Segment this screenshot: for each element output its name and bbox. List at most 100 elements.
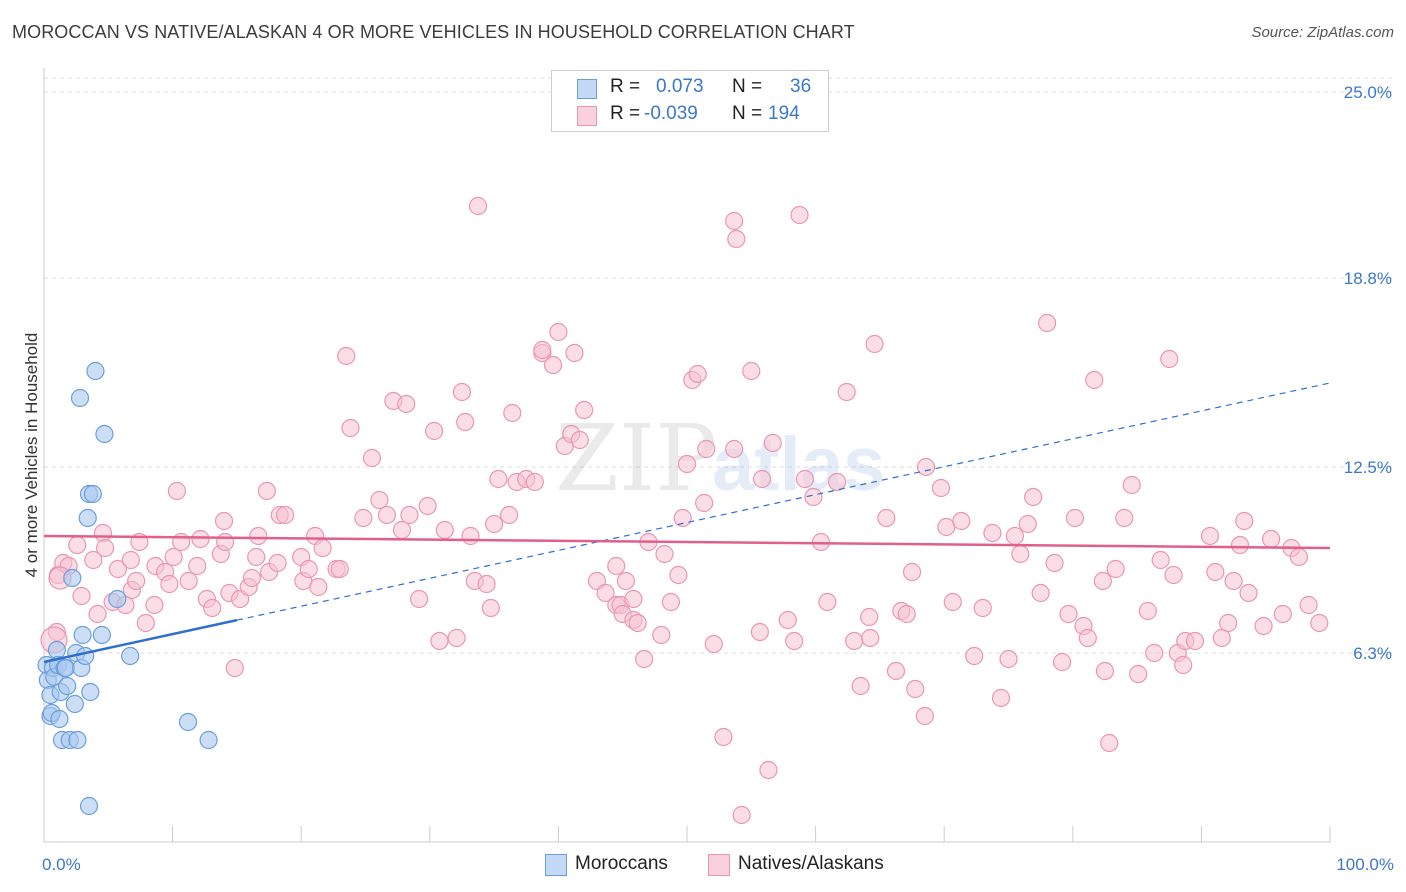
moroccans-point [50,709,69,729]
moroccans-point [73,625,92,645]
natives-point [435,520,454,540]
natives-point [397,394,416,414]
natives-point [377,505,397,525]
natives-point [1093,571,1112,591]
natives-point [1289,547,1309,567]
natives-point [732,805,751,825]
legend-r-label: R = [610,103,641,124]
y-tick-label: 6.3% [1353,644,1392,663]
natives-point [952,511,971,531]
natives-point [725,211,744,231]
moroccans-legend-swatch [545,854,567,876]
chart-title: MOROCCAN VS NATIVE/ALASKAN 4 OR MORE VEH… [12,22,855,42]
x-tick-labels: 0.0% 100.0% [42,855,1394,874]
natives-point [489,469,508,489]
natives-point [309,577,328,597]
natives-point [785,631,804,651]
natives-point [861,628,880,648]
natives-point [763,433,782,453]
natives-point [916,457,936,477]
moroccans-point [47,640,66,660]
legend-row-natives: R = -0.039 N = 194 [552,102,828,128]
natives-point [1129,664,1148,684]
natives-point [1115,508,1134,528]
natives-point [225,658,244,678]
watermark: ZIP atlas [555,405,885,512]
natives-point [1052,652,1072,672]
natives-point [1174,655,1193,675]
natives-point [1160,349,1179,369]
natives-point [1031,583,1050,603]
y-tick-labels: 6.3% 12.5% 18.8% 25.0% [1344,83,1392,663]
natives-point [1224,571,1243,591]
y-tick-label: 12.5% [1344,458,1392,477]
natives-point [906,679,925,699]
natives-point [533,340,552,360]
natives-point [902,562,922,582]
natives-point [84,550,103,570]
moroccans-point [78,508,97,528]
moroccans-point [81,682,100,702]
natives-point [430,631,449,651]
natives-point [943,592,962,612]
natives-point [1206,562,1225,582]
natives-point [697,439,716,459]
natives-point [1273,604,1292,624]
moroccans-point [58,676,77,696]
natives-point [485,514,504,534]
natives-point [1310,613,1329,633]
natives-point [214,511,234,531]
natives-point [570,430,589,450]
natives-point [330,559,349,579]
legend-r-value: 0.073 [656,76,704,97]
natives-point [1138,601,1157,621]
natives-point [216,532,235,552]
x-tick-label-min: 0.0% [42,855,81,874]
natives-point [983,523,1002,543]
natives-point [673,508,692,528]
moroccans-point [70,388,90,408]
legend-n-label: N = [732,76,763,97]
natives-point [179,571,198,591]
natives-point [1151,550,1170,570]
moroccans-point [108,589,127,609]
natives-point [1185,631,1205,651]
moroccans-point [76,646,95,666]
natives-point [1018,514,1037,534]
natives-point [752,469,772,489]
natives-point [655,544,674,564]
moroccans-point [92,625,111,645]
natives-point [565,343,584,363]
natives-point [268,553,287,573]
natives-series [40,196,1329,825]
natives-point [1122,475,1141,495]
legend-r-value: -0.039 [644,103,698,124]
moroccans-legend-label: Moroccans [575,853,668,874]
source-label: Source: ZipAtlas.com [1251,24,1394,41]
moroccans-point [95,424,114,444]
natives-point [392,520,412,540]
moroccans-point [68,730,87,750]
legend-n-value: 36 [790,76,812,97]
natives-point [313,538,332,558]
natives-swatch [577,106,597,126]
natives-point [68,535,87,555]
natives-point [886,661,906,681]
natives-point [865,334,884,354]
moroccans-point [63,568,82,588]
natives-point [1219,613,1238,633]
natives-point [1024,487,1043,507]
y-tick-label: 25.0% [1344,83,1392,102]
natives-point [965,646,984,666]
natives-point [477,574,496,594]
natives-point [108,559,128,579]
natives-point [860,607,879,627]
natives-point [160,574,179,594]
natives-point [1005,526,1025,546]
natives-point [669,565,688,585]
natives-point [704,634,723,654]
natives-point [628,613,647,633]
natives-point [915,706,935,726]
legend-row-moroccans: R = 0.073 N = 36 [552,75,828,101]
